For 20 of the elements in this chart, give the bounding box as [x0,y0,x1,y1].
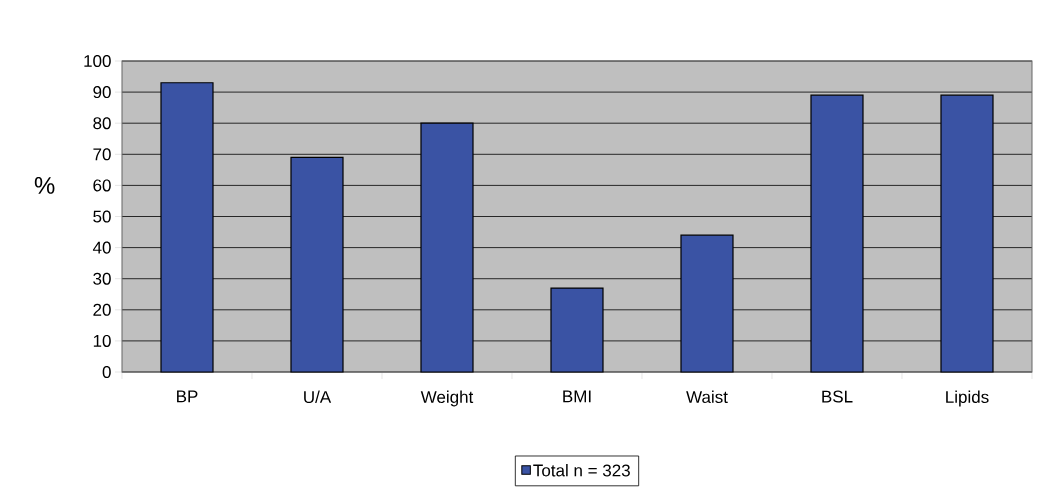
y-tick-label: 100 [84,54,111,68]
y-tick-label: 80 [93,117,111,130]
y-tick-label: 30 [93,272,111,285]
y-tick-label: 60 [93,179,111,192]
y-tick-label: 50 [93,210,111,223]
y-tick-label: 40 [92,241,111,254]
x-tick-label: Weight [420,390,474,407]
x-tick-label: Waist [686,390,728,404]
legend-label: Total n = 323 [533,464,630,477]
y-tick-label: 0 [102,365,111,379]
x-tick-label: BP [177,390,198,403]
x-tick-label: Lipids [946,390,989,407]
x-tick-label: BSL [822,390,853,403]
y-tick-label: 90 [93,86,111,99]
x-tick-label: BMI [563,390,591,403]
y-tick-label: 20 [93,303,111,316]
y-axis-title: % [34,177,55,194]
y-tick-label: 10 [93,334,111,347]
y-tick-label: 70 [93,148,111,161]
x-tick-label: U/A [304,390,332,404]
